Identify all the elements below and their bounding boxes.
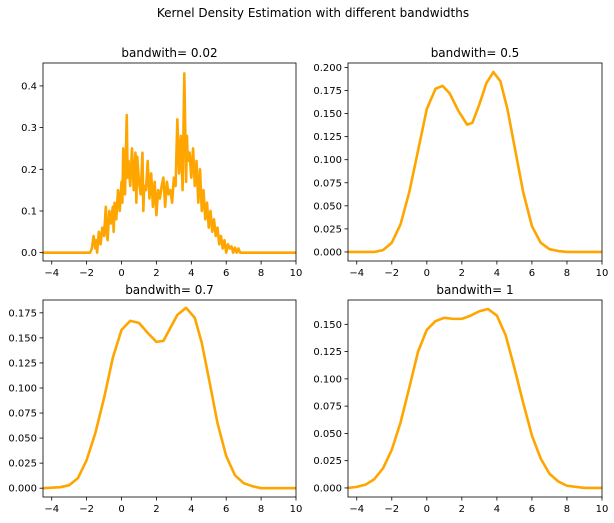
x-tick-label: 0 [424, 268, 430, 279]
kde-series-line [348, 307, 602, 490]
y-tick-label: 0.0 [21, 248, 37, 259]
x-tick-label: 6 [223, 268, 229, 279]
subplot-3: bandwith= 0.7 −4 −2 0 2 4 6 8 10 0.000 0.025 0.050 0… [8, 283, 302, 515]
y-tick-label: 0.175 [8, 308, 37, 319]
subplot-title: bandwith= 0.02 [121, 46, 217, 60]
y-tick-label: 0.125 [313, 347, 342, 358]
kde-series-line [348, 70, 602, 254]
x-tick-label: 8 [258, 268, 264, 279]
x-tick-label: 2 [459, 504, 465, 515]
y-tick-label: 0.050 [313, 429, 342, 440]
y-tick-label: 0.025 [8, 459, 37, 470]
x-tick-label: −4 [349, 504, 364, 515]
subplot-title: bandwith= 0.7 [125, 283, 214, 297]
y-tick-label: 0.175 [313, 86, 342, 97]
x-tick-label: 2 [459, 268, 465, 279]
x-tick-label: 10 [596, 268, 609, 279]
x-tick-label: 8 [564, 268, 570, 279]
subplot-grid: bandwith= 0.02 −4 −2 0 2 4 6 8 10 0.0 0.1 0.2 0.3 0.4… [8, 46, 608, 515]
subplot-title: bandwith= 1 [436, 283, 513, 297]
x-tick-label: 4 [494, 268, 500, 279]
x-tick-label: −4 [349, 268, 364, 279]
subplot-1: bandwith= 0.02 −4 −2 0 2 4 6 8 10 0.0 0.1 0.2 0.3 0.4 [21, 46, 302, 279]
subplot-2: bandwith= 0.5 −4 −2 0 2 4 6 8 10 0.000 0.025 0.050 0… [313, 46, 608, 279]
axes-frame [42, 299, 297, 498]
y-tick-label: 0.4 [21, 81, 37, 92]
y-tick-label: 0.000 [313, 247, 342, 258]
y-tick-label: 0.000 [8, 484, 37, 495]
x-tick-label: 0 [118, 268, 124, 279]
x-tick-label: 0 [118, 504, 124, 515]
y-tick-label: 0.150 [313, 320, 342, 331]
y-tick-label: 0.3 [21, 123, 37, 134]
x-tick-label: 0 [424, 504, 430, 515]
x-tick-label: 10 [596, 504, 609, 515]
y-tick-label: 0.075 [8, 409, 37, 420]
axes-frame [42, 62, 297, 262]
y-tick-label: 0.125 [313, 132, 342, 143]
y-tick-label: 0.2 [21, 165, 37, 176]
y-tick-label: 0.200 [313, 63, 342, 74]
x-tick-label: 6 [529, 268, 535, 279]
x-tick-label: 8 [564, 504, 570, 515]
y-tick-label: 0.050 [8, 434, 37, 445]
y-tick-label: 0.000 [313, 483, 342, 494]
x-tick-label: −4 [44, 268, 59, 279]
y-tick-label: 0.050 [313, 201, 342, 212]
x-tick-label: 6 [223, 504, 229, 515]
y-tick-label: 0.1 [21, 206, 37, 217]
axes-frame [347, 299, 603, 498]
x-tick-label: −2 [384, 268, 399, 279]
y-tick-label: 0.150 [8, 333, 37, 344]
y-tick-label: 0.025 [313, 456, 342, 467]
y-tick-label: 0.150 [313, 109, 342, 120]
axes-frame [347, 62, 603, 262]
x-tick-label: −2 [79, 268, 94, 279]
figure-suptitle: Kernel Density Estimation with different… [157, 6, 469, 20]
y-tick-label: 0.100 [313, 374, 342, 385]
x-tick-label: 6 [529, 504, 535, 515]
y-tick-label: 0.025 [313, 224, 342, 235]
kde-series-line [43, 72, 296, 254]
x-tick-label: 4 [188, 504, 194, 515]
y-tick-label: 0.075 [313, 178, 342, 189]
x-tick-label: 4 [494, 504, 500, 515]
y-tick-label: 0.100 [313, 155, 342, 166]
subplot-title: bandwith= 0.5 [431, 46, 520, 60]
x-tick-label: 2 [153, 504, 159, 515]
x-tick-label: −4 [44, 504, 59, 515]
y-tick-label: 0.100 [8, 383, 37, 394]
x-tick-label: 2 [153, 268, 159, 279]
x-tick-label: −2 [384, 504, 399, 515]
x-tick-label: 4 [188, 268, 194, 279]
x-tick-label: 10 [290, 268, 303, 279]
y-tick-label: 0.075 [313, 402, 342, 413]
x-tick-label: 10 [290, 504, 303, 515]
x-tick-label: −2 [79, 504, 94, 515]
y-tick-label: 0.125 [8, 358, 37, 369]
kde-series-line [43, 306, 296, 490]
x-tick-label: 8 [258, 504, 264, 515]
subplot-4: bandwith= 1 −4 −2 0 2 4 6 8 10 0.000 0.025 0.050 0.0… [313, 283, 608, 515]
